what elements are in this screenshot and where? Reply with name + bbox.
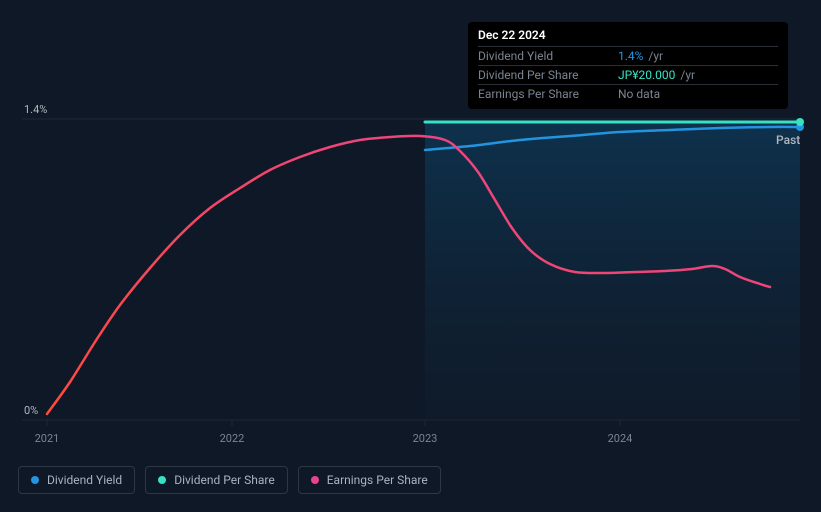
legend-item[interactable]: Earnings Per Share (298, 466, 441, 494)
legend-dot-icon (158, 476, 166, 484)
tooltip-metric-label: Dividend Per Share (478, 68, 618, 82)
dividend-chart: 2021 2022 2023 2024 0% 1.4% Past Dec 22 2024 … (0, 0, 821, 508)
tooltip-row: Dividend Per ShareJP¥20.000 /yr (478, 65, 778, 84)
legend-label: Dividend Per Share (174, 473, 275, 487)
legend-label: Earnings Per Share (327, 473, 428, 487)
tooltip-metric-value: 1.4% (618, 49, 643, 63)
legend-label: Dividend Yield (47, 473, 122, 487)
chart-tooltip: Dec 22 2024 Dividend Yield1.4% /yrDivide… (468, 22, 788, 109)
tooltip-metric-label: Dividend Yield (478, 49, 618, 63)
tooltip-metric-value: JP¥20.000 (618, 68, 675, 82)
legend-item[interactable]: Dividend Yield (18, 466, 135, 494)
tooltip-row: Dividend Yield1.4% /yr (478, 46, 778, 65)
legend-item[interactable]: Dividend Per Share (145, 466, 288, 494)
tooltip-metric-label: Earnings Per Share (478, 87, 618, 101)
past-region-label: Past (776, 133, 800, 147)
legend-dot-icon (31, 476, 39, 484)
legend-dot-icon (311, 476, 319, 484)
tooltip-row: Earnings Per ShareNo data (478, 84, 778, 103)
tooltip-metric-suffix: /yr (677, 68, 695, 82)
chart-legend: Dividend Yield Dividend Per Share Earnings… (18, 466, 441, 494)
tooltip-date: Dec 22 2024 (478, 28, 778, 42)
tooltip-metric-suffix: /yr (645, 49, 663, 63)
svg-text:0%: 0% (24, 404, 38, 417)
svg-text:2021: 2021 (35, 432, 60, 445)
svg-text:2023: 2023 (413, 432, 438, 445)
svg-text:2024: 2024 (608, 432, 633, 445)
svg-text:1.4%: 1.4% (24, 103, 47, 116)
tooltip-metric-value: No data (618, 87, 660, 101)
svg-text:2022: 2022 (220, 432, 245, 445)
